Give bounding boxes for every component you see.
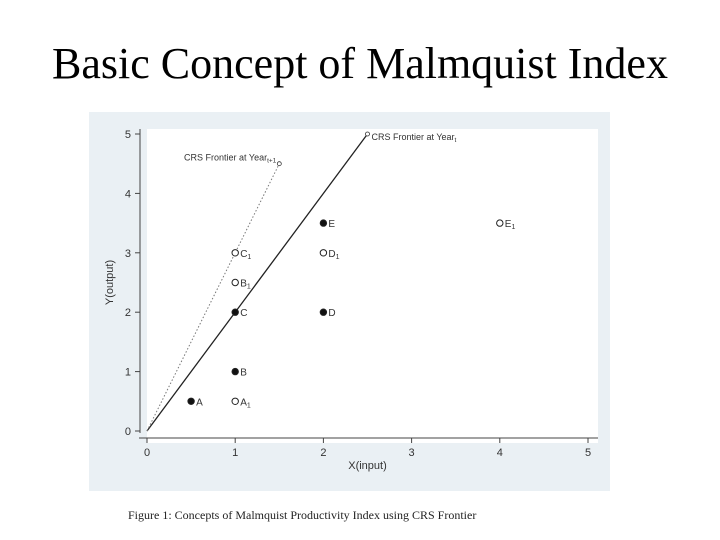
point-label: D1 <box>328 249 339 261</box>
data-point <box>231 367 239 376</box>
axes: 0 1 2 3 4 5 0 1 2 3 4 5 <box>125 129 598 459</box>
y-tick-label: 3 <box>125 248 131 260</box>
point-label: B <box>240 368 247 379</box>
point-label: E1 <box>505 219 516 231</box>
y-tick-label: 1 <box>125 367 131 379</box>
data-point <box>496 219 504 227</box>
x-tick-label: 3 <box>409 447 415 459</box>
data-point <box>319 219 328 227</box>
data-point <box>187 397 195 405</box>
figure-caption: Figure 1: Concepts of Malmquist Producti… <box>128 508 477 522</box>
x-tick-label: 0 <box>144 447 150 459</box>
data-point <box>319 249 328 257</box>
slide-title: Basic Concept of Malmquist Index <box>52 39 668 88</box>
data-points: A A1 B C B1 C1 D D1 E E1 <box>187 219 516 409</box>
frontier-lines: CRS Frontier at Yeart CRS Frontier at Yea… <box>146 131 457 432</box>
data-point <box>231 278 239 287</box>
y-tick-label: 5 <box>125 129 131 141</box>
frontier-line-label: CRS Frontier at Yeart <box>372 132 457 144</box>
frontier-line-label: CRS Frontier at Yeart+1 <box>184 153 277 165</box>
data-point <box>231 249 239 257</box>
plot-area <box>147 129 598 443</box>
frontier-endpoint <box>365 131 370 137</box>
frontier-line <box>146 133 369 432</box>
x-axis-label: X(input) <box>348 460 387 472</box>
x-tick-label: 4 <box>497 447 503 459</box>
point-label: A <box>196 397 203 408</box>
point-label: A1 <box>240 397 251 409</box>
point-label: E <box>328 219 335 230</box>
x-tick-label: 1 <box>232 447 238 459</box>
y-axis-label: Y(output) <box>104 260 116 305</box>
point-label: C1 <box>240 249 251 261</box>
y-tick-label: 2 <box>125 307 131 319</box>
data-point <box>319 308 328 316</box>
frontier-endpoint <box>276 161 282 167</box>
data-point <box>231 308 239 316</box>
point-label: B1 <box>240 279 251 291</box>
y-tick-label: 4 <box>125 188 131 200</box>
frontier-line <box>146 163 280 432</box>
x-tick-label: 5 <box>585 447 591 459</box>
point-label: D <box>328 308 335 319</box>
y-tick-label: 0 <box>125 426 131 438</box>
point-label: C <box>240 308 247 319</box>
x-tick-label: 2 <box>320 447 326 459</box>
data-point <box>231 397 239 405</box>
